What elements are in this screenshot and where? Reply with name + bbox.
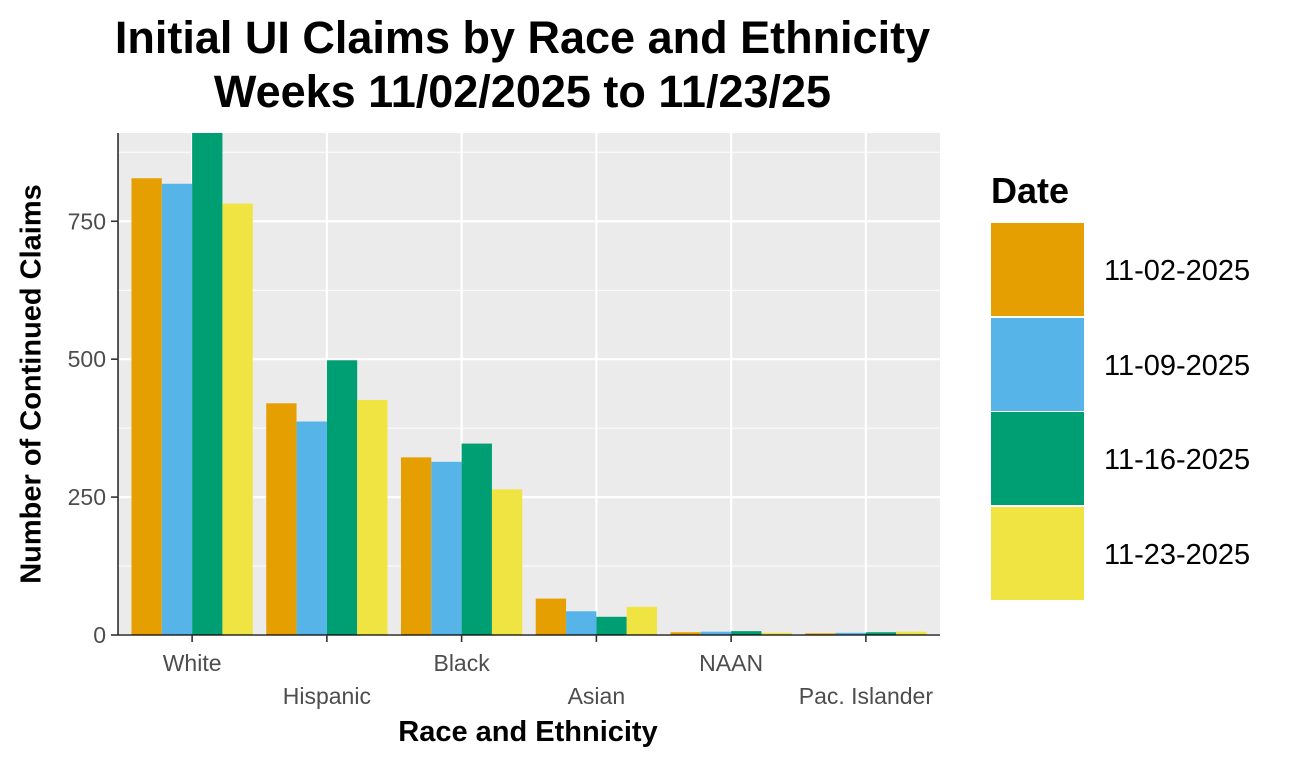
legend-label: 11-09-2025 [1104,350,1251,382]
y-tick-label: 0 [93,622,106,648]
bars-group [131,133,927,635]
legend-item: 11-09-2025 [991,318,1291,411]
bar [222,203,253,635]
bar [761,632,792,635]
plot-panel [118,133,940,635]
x-tick-label: NAAN [699,650,763,676]
bar [596,616,627,635]
bar [461,443,492,635]
x-tick-label: Black [433,650,490,676]
legend-label: 11-16-2025 [1104,444,1251,476]
y-tick-label: 500 [68,346,106,372]
chart-title: Initial UI Claims by Race and Ethnicity [114,12,931,63]
x-tick-label: Hispanic [283,683,371,709]
legend-item: 11-23-2025 [991,507,1291,600]
legend-label: 11-23-2025 [1104,539,1251,571]
bar [326,360,358,635]
bar [700,631,732,635]
legend-title: Date [991,170,1070,211]
bar [491,489,523,635]
bar [192,133,223,635]
bar [731,631,762,635]
bar [566,611,597,635]
bar [400,457,432,635]
legend-item: 11-02-2025 [991,223,1291,316]
y-tick-label: 750 [68,208,106,234]
axes-group: 0 250 500 750 White Hispanic Black Asian NAAN Pac… [68,133,940,709]
bar [805,633,836,635]
bar [266,403,297,635]
bar [431,461,462,635]
x-tick-label: White [163,650,222,676]
chart-subtitle: Weeks 11/02/2025 to 11/23/25 [213,66,832,117]
bar [670,632,701,635]
bar [626,606,658,635]
y-tick-label: 250 [68,484,106,510]
x-tick-label: Asian [568,683,626,709]
bar [296,421,327,635]
legend-swatch [991,412,1084,505]
bar [131,178,162,635]
legend-swatch [991,318,1084,411]
legend-swatch [991,223,1084,316]
bar [535,598,567,635]
bar [357,399,388,635]
legend-swatch [991,507,1084,600]
bar [161,183,193,635]
x-axis-label: Race and Ethnicity [398,716,658,748]
y-axis-label: Number of Continued Claims [15,184,48,584]
bar [896,631,927,635]
legend-label: 11-02-2025 [1104,255,1251,287]
x-tick-label: Pac. Islander [799,683,934,709]
legend-item: 11-16-2025 [991,412,1291,505]
bar [865,632,897,635]
bar [835,632,866,635]
